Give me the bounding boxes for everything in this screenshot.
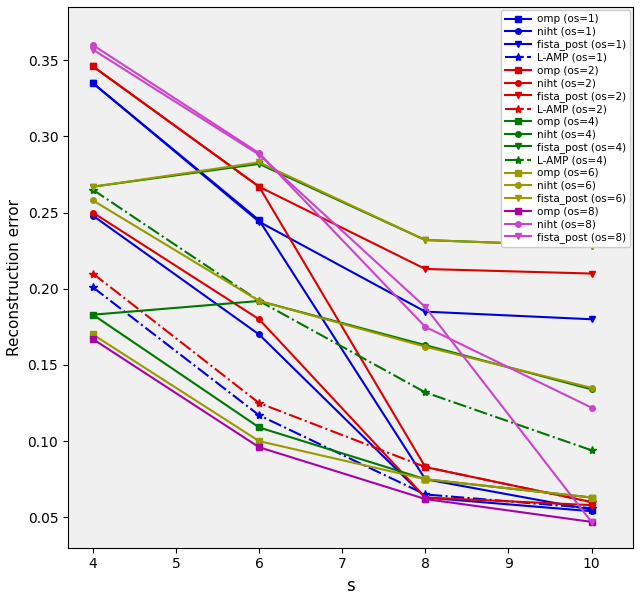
omp (os=8)	[89, 335, 97, 343]
Line: fista_post (os=6): fista_post (os=6)	[90, 159, 595, 250]
omp (os=6)	[89, 331, 97, 338]
fista_post (os=8)	[255, 151, 263, 158]
fista_post (os=2)	[588, 270, 595, 277]
L-AMP (os=2)	[255, 400, 263, 407]
Line: fista_post (os=2): fista_post (os=2)	[90, 63, 595, 277]
Line: omp (os=6): omp (os=6)	[90, 332, 595, 500]
Line: omp (os=8): omp (os=8)	[90, 337, 595, 525]
fista_post (os=1)	[89, 79, 97, 87]
Line: niht (os=1): niht (os=1)	[90, 213, 595, 514]
omp (os=6)	[422, 476, 429, 483]
Legend: omp (os=1), niht (os=1), fista_post (os=1), L-AMP (os=1), omp (os=2), niht (os=2: omp (os=1), niht (os=1), fista_post (os=…	[501, 10, 630, 247]
niht (os=2)	[89, 209, 97, 216]
niht (os=6)	[89, 197, 97, 204]
niht (os=2)	[255, 315, 263, 323]
omp (os=4)	[422, 476, 429, 483]
omp (os=1)	[255, 217, 263, 224]
fista_post (os=1)	[422, 308, 429, 315]
niht (os=4)	[422, 341, 429, 349]
L-AMP (os=2)	[89, 270, 97, 277]
Line: niht (os=8): niht (os=8)	[90, 42, 595, 411]
omp (os=1)	[588, 506, 595, 514]
fista_post (os=6)	[255, 159, 263, 166]
L-AMP (os=1)	[255, 412, 263, 419]
omp (os=2)	[588, 498, 595, 506]
niht (os=1)	[255, 331, 263, 338]
fista_post (os=4)	[255, 160, 263, 167]
fista_post (os=1)	[255, 218, 263, 225]
L-AMP (os=2)	[588, 498, 595, 506]
omp (os=8)	[422, 495, 429, 503]
fista_post (os=4)	[588, 243, 595, 250]
fista_post (os=2)	[89, 63, 97, 70]
niht (os=4)	[89, 311, 97, 318]
L-AMP (os=1)	[89, 284, 97, 291]
Line: niht (os=6): niht (os=6)	[90, 197, 595, 391]
fista_post (os=2)	[422, 265, 429, 273]
Line: niht (os=2): niht (os=2)	[90, 210, 595, 508]
omp (os=8)	[255, 444, 263, 451]
fista_post (os=4)	[89, 183, 97, 190]
omp (os=4)	[255, 424, 263, 431]
fista_post (os=6)	[588, 243, 595, 250]
Line: fista_post (os=4): fista_post (os=4)	[90, 160, 595, 250]
omp (os=2)	[255, 183, 263, 190]
niht (os=8)	[255, 149, 263, 157]
omp (os=4)	[588, 494, 595, 501]
niht (os=4)	[588, 386, 595, 393]
niht (os=6)	[422, 343, 429, 350]
Line: omp (os=1): omp (os=1)	[90, 80, 595, 512]
L-AMP (os=4)	[588, 447, 595, 454]
Line: omp (os=2): omp (os=2)	[90, 64, 595, 505]
Line: L-AMP (os=2): L-AMP (os=2)	[89, 269, 596, 506]
X-axis label: s: s	[346, 577, 355, 595]
Line: L-AMP (os=4): L-AMP (os=4)	[89, 185, 596, 455]
fista_post (os=8)	[422, 303, 429, 311]
L-AMP (os=4)	[255, 297, 263, 305]
omp (os=6)	[588, 494, 595, 501]
L-AMP (os=1)	[422, 491, 429, 498]
omp (os=2)	[89, 63, 97, 70]
fista_post (os=8)	[588, 518, 595, 526]
Line: fista_post (os=1): fista_post (os=1)	[90, 79, 595, 323]
omp (os=1)	[89, 79, 97, 87]
L-AMP (os=1)	[588, 504, 595, 512]
omp (os=2)	[422, 464, 429, 471]
niht (os=8)	[89, 42, 97, 49]
niht (os=2)	[422, 494, 429, 501]
fista_post (os=1)	[588, 315, 595, 323]
niht (os=1)	[588, 507, 595, 515]
L-AMP (os=4)	[89, 186, 97, 193]
niht (os=6)	[588, 384, 595, 391]
niht (os=2)	[588, 501, 595, 509]
niht (os=1)	[89, 212, 97, 219]
niht (os=4)	[255, 297, 263, 305]
L-AMP (os=2)	[422, 464, 429, 471]
fista_post (os=8)	[89, 46, 97, 53]
niht (os=1)	[422, 494, 429, 501]
L-AMP (os=4)	[422, 389, 429, 396]
fista_post (os=6)	[422, 237, 429, 244]
Y-axis label: Reconstruction error: Reconstruction error	[7, 199, 22, 356]
fista_post (os=2)	[255, 183, 263, 190]
fista_post (os=6)	[89, 183, 97, 190]
omp (os=4)	[89, 311, 97, 318]
omp (os=8)	[588, 518, 595, 526]
omp (os=6)	[255, 438, 263, 445]
Line: L-AMP (os=1): L-AMP (os=1)	[89, 283, 596, 512]
Line: niht (os=4): niht (os=4)	[90, 298, 595, 392]
fista_post (os=4)	[422, 237, 429, 244]
niht (os=8)	[422, 323, 429, 330]
niht (os=8)	[588, 404, 595, 411]
niht (os=6)	[255, 297, 263, 305]
Line: fista_post (os=8): fista_post (os=8)	[90, 46, 595, 526]
Line: omp (os=4): omp (os=4)	[90, 312, 595, 500]
omp (os=1)	[422, 476, 429, 483]
